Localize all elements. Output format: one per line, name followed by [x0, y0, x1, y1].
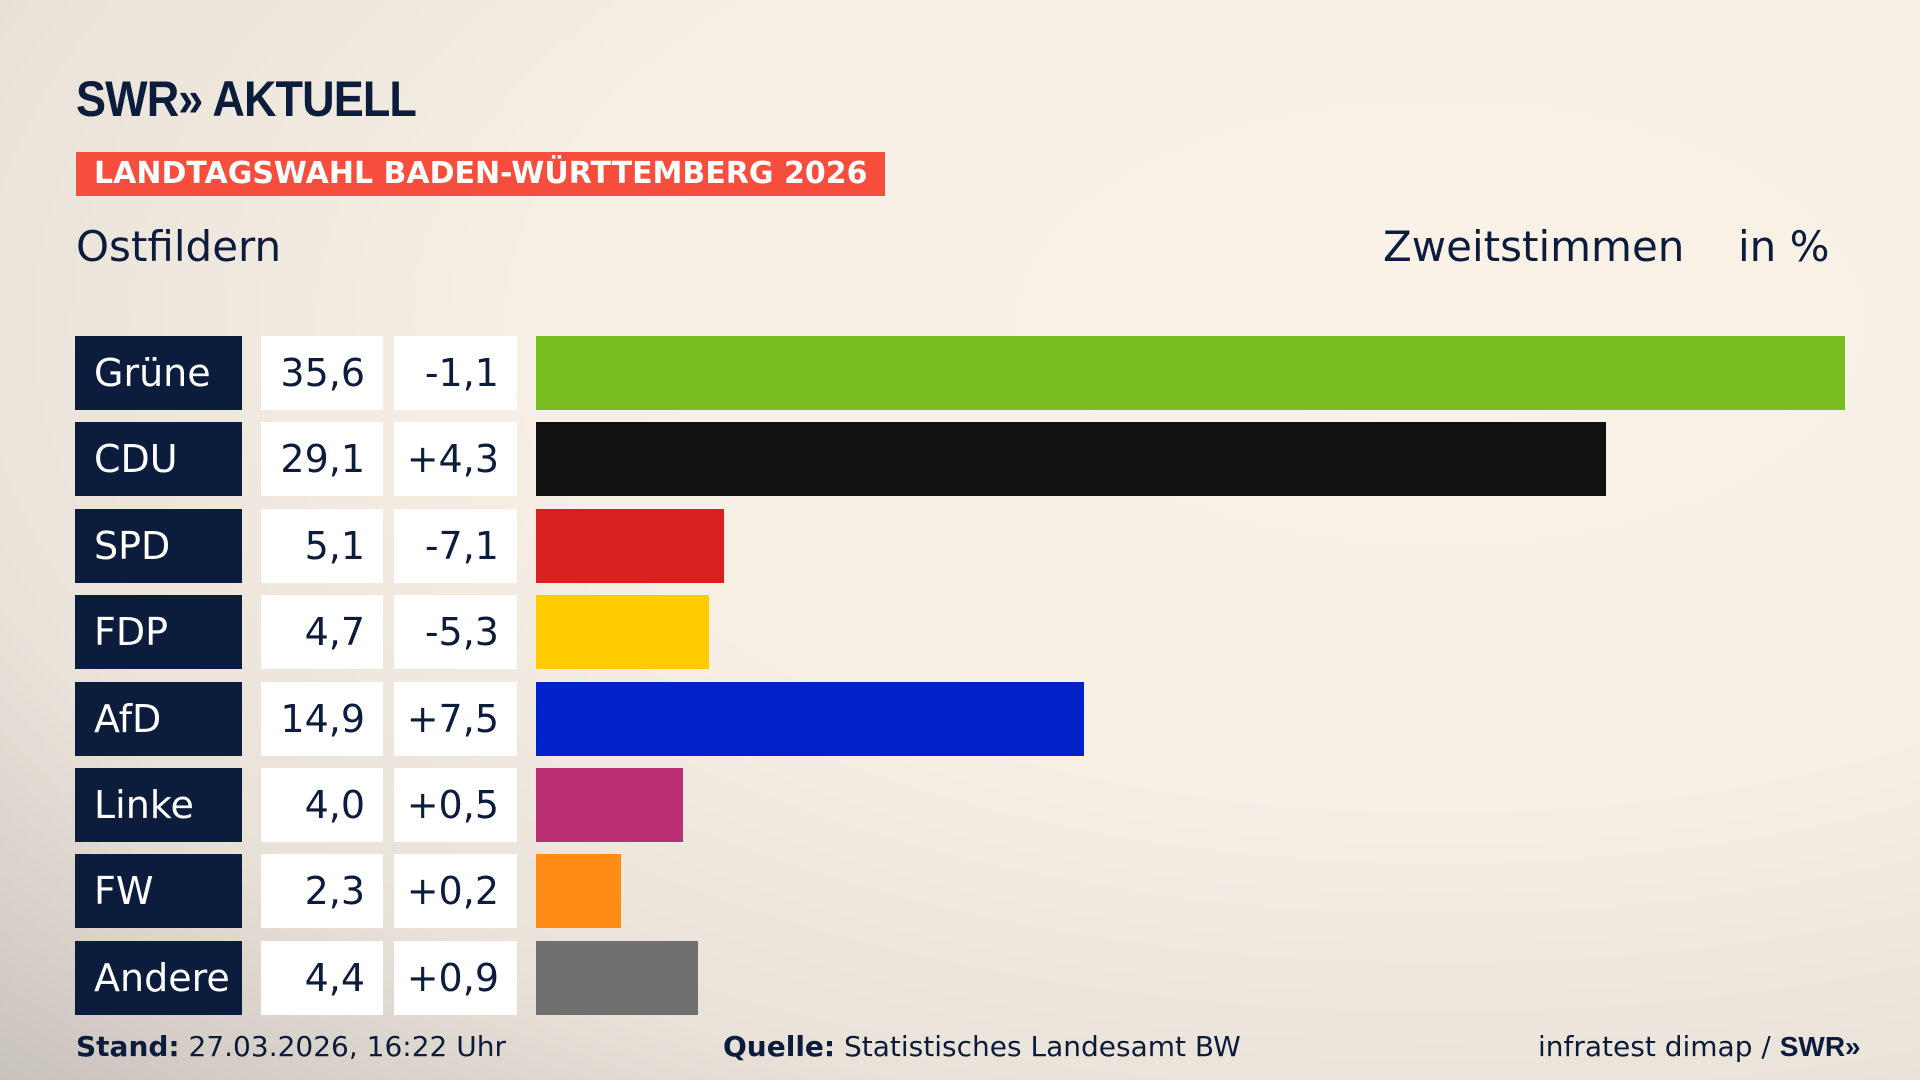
value-label: 35,6	[261, 336, 383, 410]
value-label: 5,1	[261, 508, 383, 583]
value-label: 2,3	[261, 854, 383, 929]
value-label: 4,4	[261, 940, 383, 1015]
source-value: Statistisches Landesamt BW	[844, 1030, 1241, 1063]
swr-small-logo: SWR»	[1779, 1031, 1861, 1062]
credit: infratest dimap / SWR»	[1538, 1030, 1861, 1063]
bar	[536, 508, 724, 583]
value-label: 29,1	[261, 422, 383, 497]
bar-row: Grüne 35,6 -1,1	[0, 336, 1920, 410]
election-banner: LANDTAGSWAHL BADEN-WÜRTTEMBERG 2026	[76, 152, 886, 196]
party-label: CDU	[75, 422, 242, 497]
party-label: SPD	[75, 508, 242, 583]
change-label: +4,3	[394, 422, 517, 497]
change-label: -5,3	[394, 595, 517, 670]
bar-row: AfD 14,9 +7,5	[0, 681, 1920, 756]
bar	[536, 768, 684, 842]
bar-row: FDP 4,7 -5,3	[0, 595, 1920, 670]
measure-label: Zweitstimmen	[1383, 222, 1685, 271]
bar	[536, 940, 698, 1015]
stand-value: 27.03.2026, 16:22 Uhr	[188, 1030, 506, 1063]
change-label: +7,5	[394, 681, 517, 756]
bar	[536, 681, 1084, 756]
stand-info: Stand: 27.03.2026, 16:22 Uhr	[76, 1030, 506, 1063]
bar-row: CDU 29,1 +4,3	[0, 422, 1920, 497]
change-label: +0,2	[394, 854, 517, 929]
bar-row: Linke 4,0 +0,5	[0, 768, 1920, 842]
source-label: Quelle:	[723, 1030, 836, 1063]
bar	[536, 595, 709, 670]
change-label: +0,9	[394, 940, 517, 1015]
party-label: Andere	[75, 940, 242, 1015]
credit-text: infratest dimap /	[1538, 1030, 1780, 1063]
bar-row: Andere 4,4 +0,9	[0, 940, 1920, 1015]
change-label: -7,1	[394, 508, 517, 583]
bar	[536, 422, 1606, 497]
bar-row: FW 2,3 +0,2	[0, 854, 1920, 929]
party-label: Grüne	[75, 336, 242, 410]
bar-row: SPD 5,1 -7,1	[0, 508, 1920, 583]
swr-aktuell-logo: SWR» AKTUELL	[76, 71, 417, 127]
region-title: Ostfildern	[76, 222, 282, 271]
party-label: AfD	[75, 681, 242, 756]
value-label: 4,0	[261, 768, 383, 842]
bar	[536, 336, 1845, 410]
party-label: FDP	[75, 595, 242, 670]
source-info: Quelle: Statistisches Landesamt BW	[723, 1030, 1241, 1063]
change-label: -1,1	[394, 336, 517, 410]
party-label: FW	[75, 854, 242, 929]
bar	[536, 854, 621, 929]
value-label: 14,9	[261, 681, 383, 756]
change-label: +0,5	[394, 768, 517, 842]
stand-label: Stand:	[76, 1030, 180, 1063]
unit-label: in %	[1738, 222, 1830, 271]
value-label: 4,7	[261, 595, 383, 670]
party-label: Linke	[75, 768, 242, 842]
